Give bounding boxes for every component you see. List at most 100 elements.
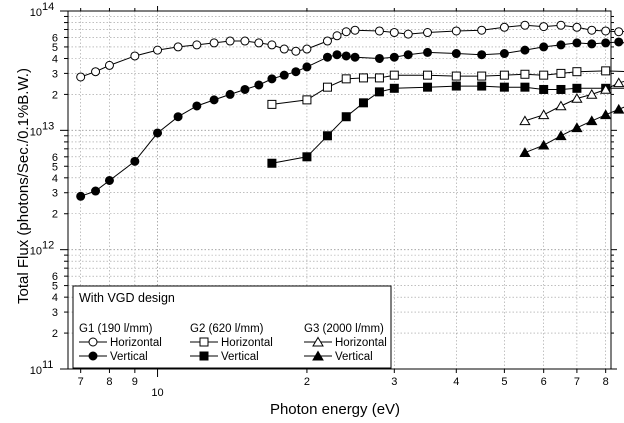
data-point <box>423 28 433 38</box>
data-point <box>520 69 530 79</box>
data-point <box>556 40 566 50</box>
y-decade-label: 10 <box>30 246 42 258</box>
legend-g2-horizontal-label: Horizontal <box>221 337 273 349</box>
legend-g1-vertical-label: Vertical <box>110 351 148 363</box>
legend-g3-horizontal-label: Horizontal <box>335 337 387 349</box>
data-point <box>130 51 140 61</box>
data-point <box>322 36 332 46</box>
legend-g1-horizontal-label: Horizontal <box>110 337 162 349</box>
axis-ticks <box>60 6 617 377</box>
data-point <box>153 128 163 138</box>
data-point <box>520 82 530 92</box>
data-point <box>267 74 277 84</box>
data-point <box>538 139 550 150</box>
legend-group-g3: G3 (2000 l/mm) <box>304 323 384 335</box>
data-point <box>556 20 566 30</box>
legend-g3-vertical: Vertical <box>304 350 373 363</box>
data-point <box>556 68 566 78</box>
legend: With VGD design G1 (190 l/mm) G2 (620 l/… <box>72 285 392 369</box>
data-point <box>267 158 277 168</box>
data-point <box>572 83 582 93</box>
legend-g1-vertical: Vertical <box>79 351 148 363</box>
y-tick-label: 2 <box>52 328 58 340</box>
legend-open-square-icon <box>199 337 209 347</box>
data-point <box>499 82 509 92</box>
series-g3-vertical <box>519 103 624 157</box>
data-point <box>240 36 250 46</box>
data-point <box>341 51 351 61</box>
x-tick-label: 7 <box>78 376 84 388</box>
data-point <box>614 37 624 47</box>
data-point <box>586 88 598 99</box>
x-tick-label: 7 <box>574 376 580 388</box>
data-point <box>571 92 583 103</box>
y-tick-label: 6 <box>52 32 58 44</box>
data-point <box>104 60 114 70</box>
data-point <box>302 152 312 162</box>
data-point <box>477 81 487 91</box>
data-point <box>302 95 312 105</box>
data-point <box>403 50 413 60</box>
legend-box <box>72 285 392 369</box>
data-point <box>601 26 611 36</box>
data-point <box>332 31 342 41</box>
data-point <box>519 115 531 126</box>
data-point <box>451 81 461 91</box>
x-tick-label: 4 <box>453 376 459 388</box>
data-point <box>423 47 433 57</box>
data-point <box>153 45 163 55</box>
data-point <box>389 83 399 93</box>
y-axis-title: Total Flux (photons/Sec./0.1%B.W.) <box>15 68 32 304</box>
data-point <box>538 109 550 120</box>
data-point <box>374 26 384 36</box>
data-point <box>291 46 301 56</box>
data-point <box>267 99 277 109</box>
data-point <box>572 67 582 77</box>
x-axis-title: Photon energy (eV) <box>270 401 400 418</box>
y-tick-label: 3 <box>52 307 58 319</box>
data-point <box>76 191 86 201</box>
x-tick-label: 2 <box>304 376 310 388</box>
y-decade-exponent: 14 <box>42 1 54 13</box>
data-point <box>192 101 202 111</box>
y-tick-label: 2 <box>52 209 58 221</box>
data-point <box>358 73 368 83</box>
data-point <box>322 82 332 92</box>
x-tick-label: 3 <box>391 376 397 388</box>
data-point <box>539 22 549 32</box>
data-point <box>254 80 264 90</box>
series-g2-vertical <box>267 81 624 168</box>
data-series <box>76 20 624 201</box>
y-tick-label: 5 <box>52 281 58 293</box>
data-point <box>499 49 509 59</box>
data-point <box>279 44 289 54</box>
legend-g2-vertical-label: Vertical <box>221 351 259 363</box>
data-point <box>350 25 360 35</box>
data-point <box>341 112 351 122</box>
data-point <box>613 103 624 114</box>
data-point <box>451 71 461 81</box>
data-point <box>600 109 612 120</box>
legend-g1-horizontal: Horizontal <box>79 337 162 349</box>
data-point <box>519 147 531 157</box>
legend-open-circle-icon <box>88 337 98 347</box>
y-decade-label: 10 <box>30 7 42 19</box>
data-point <box>91 67 101 77</box>
legend-g2-horizontal: Horizontal <box>190 337 273 349</box>
data-point <box>374 73 384 83</box>
data-point <box>389 52 399 62</box>
y-decade-label: 10 <box>30 126 42 138</box>
data-point <box>130 156 140 166</box>
data-point <box>556 84 566 94</box>
y-tick-label: 5 <box>52 161 58 173</box>
y-tick-label: 6 <box>52 152 58 164</box>
data-point <box>586 115 598 126</box>
data-point <box>267 40 277 50</box>
data-point <box>173 42 183 52</box>
data-point <box>520 45 530 55</box>
y-decade-label: 10 <box>30 365 42 377</box>
data-point <box>451 49 461 59</box>
x-tick-label: 6 <box>541 376 547 388</box>
